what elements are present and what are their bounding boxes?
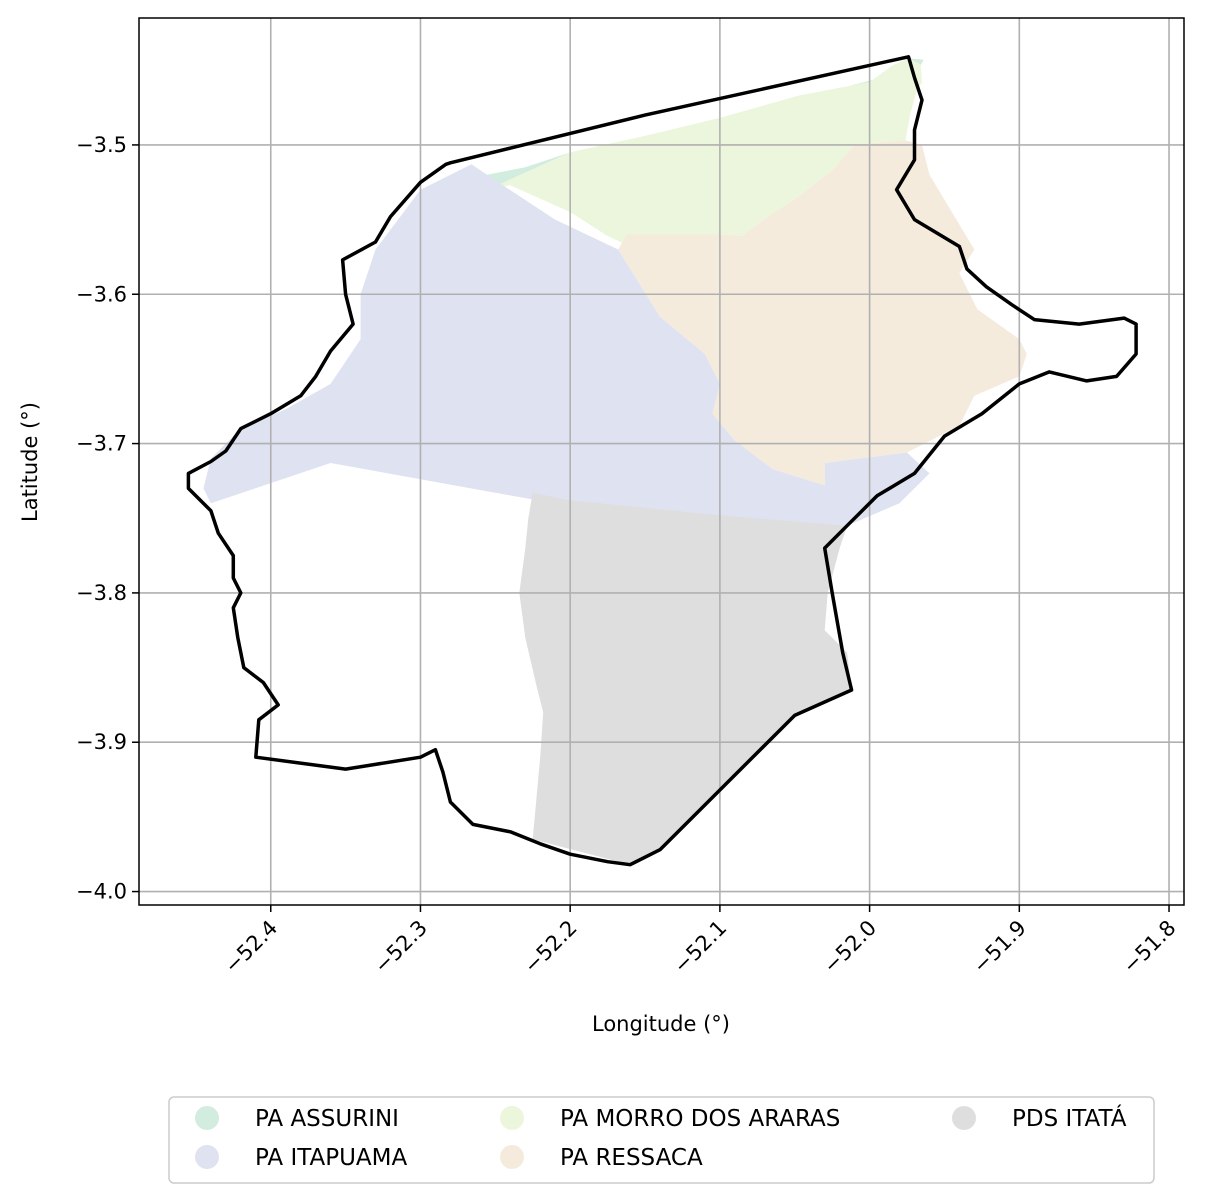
legend-marker — [195, 1145, 219, 1169]
grid-layer — [139, 18, 1184, 905]
legend-box — [168, 1096, 1155, 1184]
legend-marker — [195, 1106, 219, 1130]
y-tick-label: −3.9 — [76, 730, 127, 754]
legend-item: PA ASSURINI — [195, 1106, 399, 1132]
x-axis-label: Longitude (°) — [592, 1012, 730, 1036]
legend: PA ASSURINI PA ITAPUAMA PA MORRO DOS ARARA… — [168, 1096, 1155, 1184]
legend-label: PA MORRO DOS ARARAS — [560, 1106, 840, 1132]
legend-label: PA ASSURINI — [255, 1106, 399, 1132]
legend-marker — [952, 1106, 976, 1130]
region-pa-morro-dos-araras — [487, 58, 922, 247]
y-tick-label: −3.8 — [76, 581, 127, 605]
y-tick-label: −4.0 — [76, 880, 127, 904]
region-pds-itat — [519, 492, 852, 865]
municipality-boundary — [186, 55, 1138, 867]
legend-item: PA ITAPUAMA — [195, 1145, 408, 1171]
legend-label: PA RESSACA — [560, 1145, 703, 1171]
legend-label: PDS ITATÁ — [1012, 1104, 1127, 1132]
legend-item: PDS ITATÁ — [952, 1104, 1127, 1132]
legend-marker — [500, 1145, 524, 1169]
y-tick-label: −3.7 — [76, 432, 127, 456]
y-axis-label: Latitude (°) — [18, 402, 42, 522]
plot-area — [138, 17, 1185, 906]
axes-frame — [138, 17, 1185, 906]
legend-label: PA ITAPUAMA — [255, 1145, 408, 1171]
y-tick-label: −3.6 — [76, 282, 127, 306]
region-pa-itapuama — [203, 164, 930, 526]
y-tick-label: −3.5 — [76, 133, 127, 157]
legend-item: PA RESSACA — [500, 1145, 703, 1171]
y-axis-ticks: −3.5 −3.6 −3.7 −3.8 −3.9 −4.0 — [76, 133, 139, 904]
legend-marker — [500, 1106, 524, 1130]
legend-item: PA MORRO DOS ARARAS — [500, 1106, 840, 1132]
